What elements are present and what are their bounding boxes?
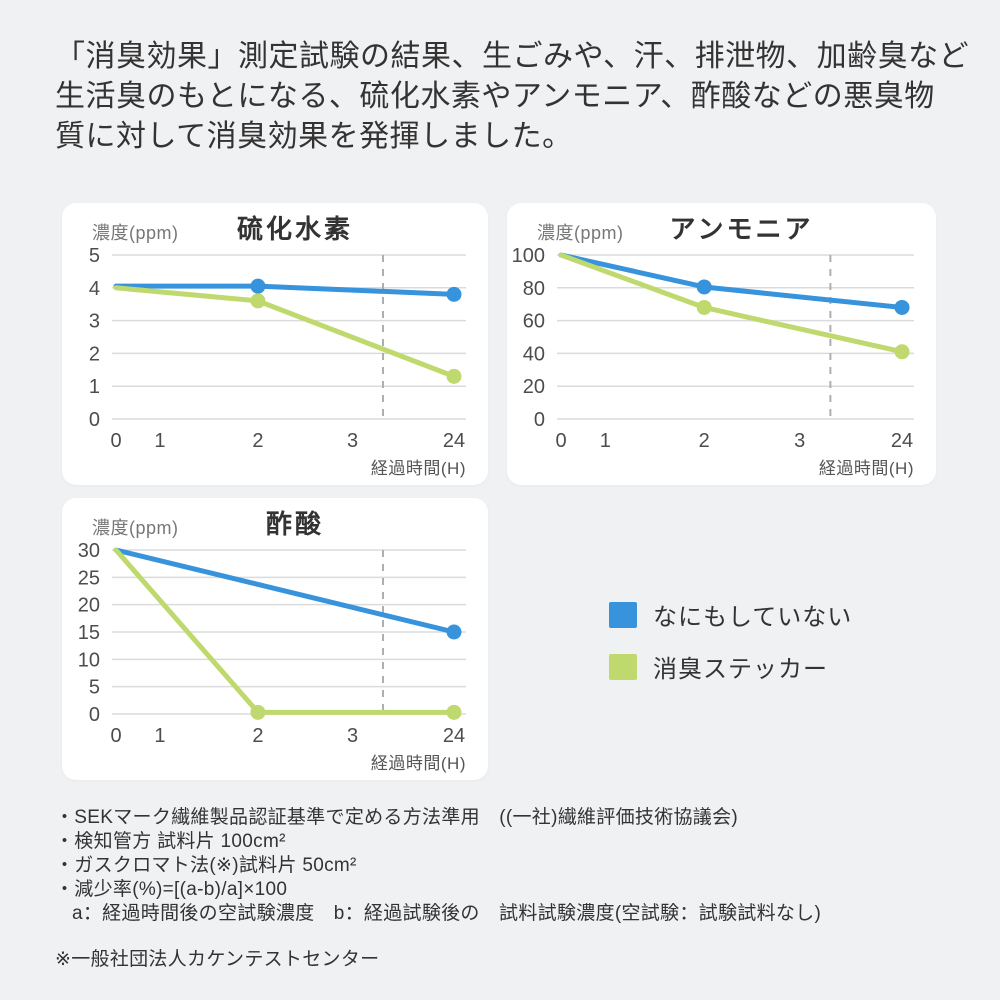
x-tick-label: 24 (443, 430, 465, 452)
x-tick-label: 1 (600, 430, 611, 452)
y-tick-label: 10 (78, 649, 100, 671)
data-point-blue (446, 286, 462, 302)
data-point-green (696, 299, 712, 315)
x-tick-label: 2 (252, 430, 263, 452)
footnote-reduction-formula: ・減少率(%)=[(a-b)/a]×100 (55, 879, 288, 900)
x-tick-label: 3 (347, 430, 358, 452)
legend-swatch-green (609, 653, 637, 680)
chart-card-hydrogen-sulfide: 濃度(ppm) 硫化水素 0 1 2 3 4 5 0 1 2 3 24 経過時間(H) (62, 203, 488, 485)
legend-item-deodorant-sticker: 消臭ステッカー (609, 653, 852, 683)
data-point-green (250, 704, 266, 720)
data-point-blue (446, 624, 462, 640)
y-tick-label: 30 (78, 540, 100, 562)
footnote-method: ・SEKマーク繊維製品認証基準で定める方法準用 ((一社)繊維評価技術協議会) (55, 807, 739, 828)
data-point-green (446, 704, 462, 720)
chart-plot-hydrogen-sulfide: 0 1 2 3 4 5 0 1 2 3 24 経過時間(H) (89, 245, 466, 478)
x-tick-label: 0 (555, 430, 566, 452)
y-tick-label: 4 (89, 278, 100, 300)
y-tick-label: 80 (523, 278, 545, 300)
footnote-formula-variables: a：経過時間後の空試験濃度 b：経過試験後の 試料試験濃度(空試験：試験試料なし… (72, 903, 822, 924)
chart-card-ammonia: 濃度(ppm) アンモニア 0 20 40 60 80 100 0 1 2 3 24 経過時間(H) (507, 203, 936, 485)
series-line-blue (558, 252, 905, 310)
x-tick-label: 2 (252, 725, 263, 747)
y-tick-label: 20 (523, 376, 545, 398)
y-tick-label: 5 (89, 677, 100, 699)
footnote-gas-chromatography: ・ガスクロマト法(※)試料片 50cm² (55, 855, 357, 876)
y-tick-label: 100 (512, 245, 545, 267)
y-tick-label: 25 (78, 567, 100, 589)
legend: なにもしていない 消臭ステッカー (609, 601, 852, 705)
chart-plot-acetic-acid: 0 5 10 15 20 25 30 0 1 2 3 24 経過時間(H) (78, 540, 466, 773)
y-tick-label: 20 (78, 595, 100, 617)
chart-title-ammonia: アンモニア (669, 214, 814, 244)
data-point-green (446, 368, 462, 384)
chart-plot-ammonia: 0 20 40 60 80 100 0 1 2 3 24 経過時間(H) (512, 245, 914, 478)
series-line-green (113, 547, 457, 715)
chart-title-hydrogen-sulfide: 硫化水素 (236, 214, 353, 244)
y-tick-label: 2 (89, 343, 100, 365)
data-point-blue (894, 299, 910, 315)
x-axis-label: 経過時間(H) (819, 459, 914, 478)
intro-text: 「消臭効果」測定試験の結果、生ごみや、汗、排泄物、加齢臭など 生活臭のもとになる… (55, 37, 975, 157)
x-tick-label: 3 (794, 430, 805, 452)
series-line-blue (113, 547, 457, 635)
series-line-green (113, 285, 457, 379)
y-tick-label: 40 (523, 343, 545, 365)
footnotes: ・SEKマーク繊維製品認証基準で定める方法準用 ((一社)繊維評価技術協議会) … (55, 806, 975, 972)
x-tick-label: 24 (891, 430, 913, 452)
footnote-detector-tube: ・検知管方 試料片 100cm² (55, 831, 286, 852)
y-tick-label: 60 (523, 311, 545, 333)
legend-label-deodorant-sticker: 消臭ステッカー (653, 656, 828, 683)
data-point-green (894, 344, 910, 360)
y-axis-unit-label: 濃度(ppm) (92, 518, 179, 538)
y-tick-label: 0 (89, 409, 100, 431)
x-tick-label: 0 (110, 725, 121, 747)
y-tick-label: 5 (89, 245, 100, 267)
y-axis-unit-label: 濃度(ppm) (92, 223, 179, 243)
y-tick-label: 3 (89, 311, 100, 333)
data-point-green (250, 293, 266, 309)
legend-label-untreated: なにもしていない (653, 604, 853, 631)
y-tick-label: 0 (534, 409, 545, 431)
x-tick-label: 2 (699, 430, 710, 452)
y-axis-unit-label: 濃度(ppm) (537, 223, 624, 243)
footnote-source: ※一般社団法人カケンテストセンター (55, 949, 380, 970)
y-tick-label: 1 (89, 376, 100, 398)
data-point-blue (250, 278, 266, 294)
intro-line-2: 生活臭のもとになる、硫化水素やアンモニア、酢酸などの悪臭物 (55, 80, 935, 113)
chart-title-acetic-acid: 酢酸 (265, 509, 324, 539)
x-tick-label: 1 (154, 725, 165, 747)
x-tick-label: 24 (443, 725, 465, 747)
x-tick-label: 1 (154, 430, 165, 452)
data-point-blue (696, 279, 712, 295)
chart-card-acetic-acid: 濃度(ppm) 酢酸 0 5 10 15 20 25 30 0 1 2 3 24 経過時間(H) (62, 498, 488, 780)
intro-line-3: 質に対して消臭効果を発揮しました。 (55, 120, 573, 153)
intro-line-1: 「消臭効果」測定試験の結果、生ごみや、汗、排泄物、加齢臭など (55, 40, 970, 73)
legend-swatch-blue (609, 601, 637, 628)
x-axis-label: 経過時間(H) (371, 754, 466, 773)
legend-item-untreated: なにもしていない (609, 601, 852, 631)
x-axis-label: 経過時間(H) (371, 459, 466, 478)
y-tick-label: 0 (89, 704, 100, 726)
x-tick-label: 0 (110, 430, 121, 452)
y-tick-label: 15 (78, 622, 100, 644)
x-tick-label: 3 (347, 725, 358, 747)
